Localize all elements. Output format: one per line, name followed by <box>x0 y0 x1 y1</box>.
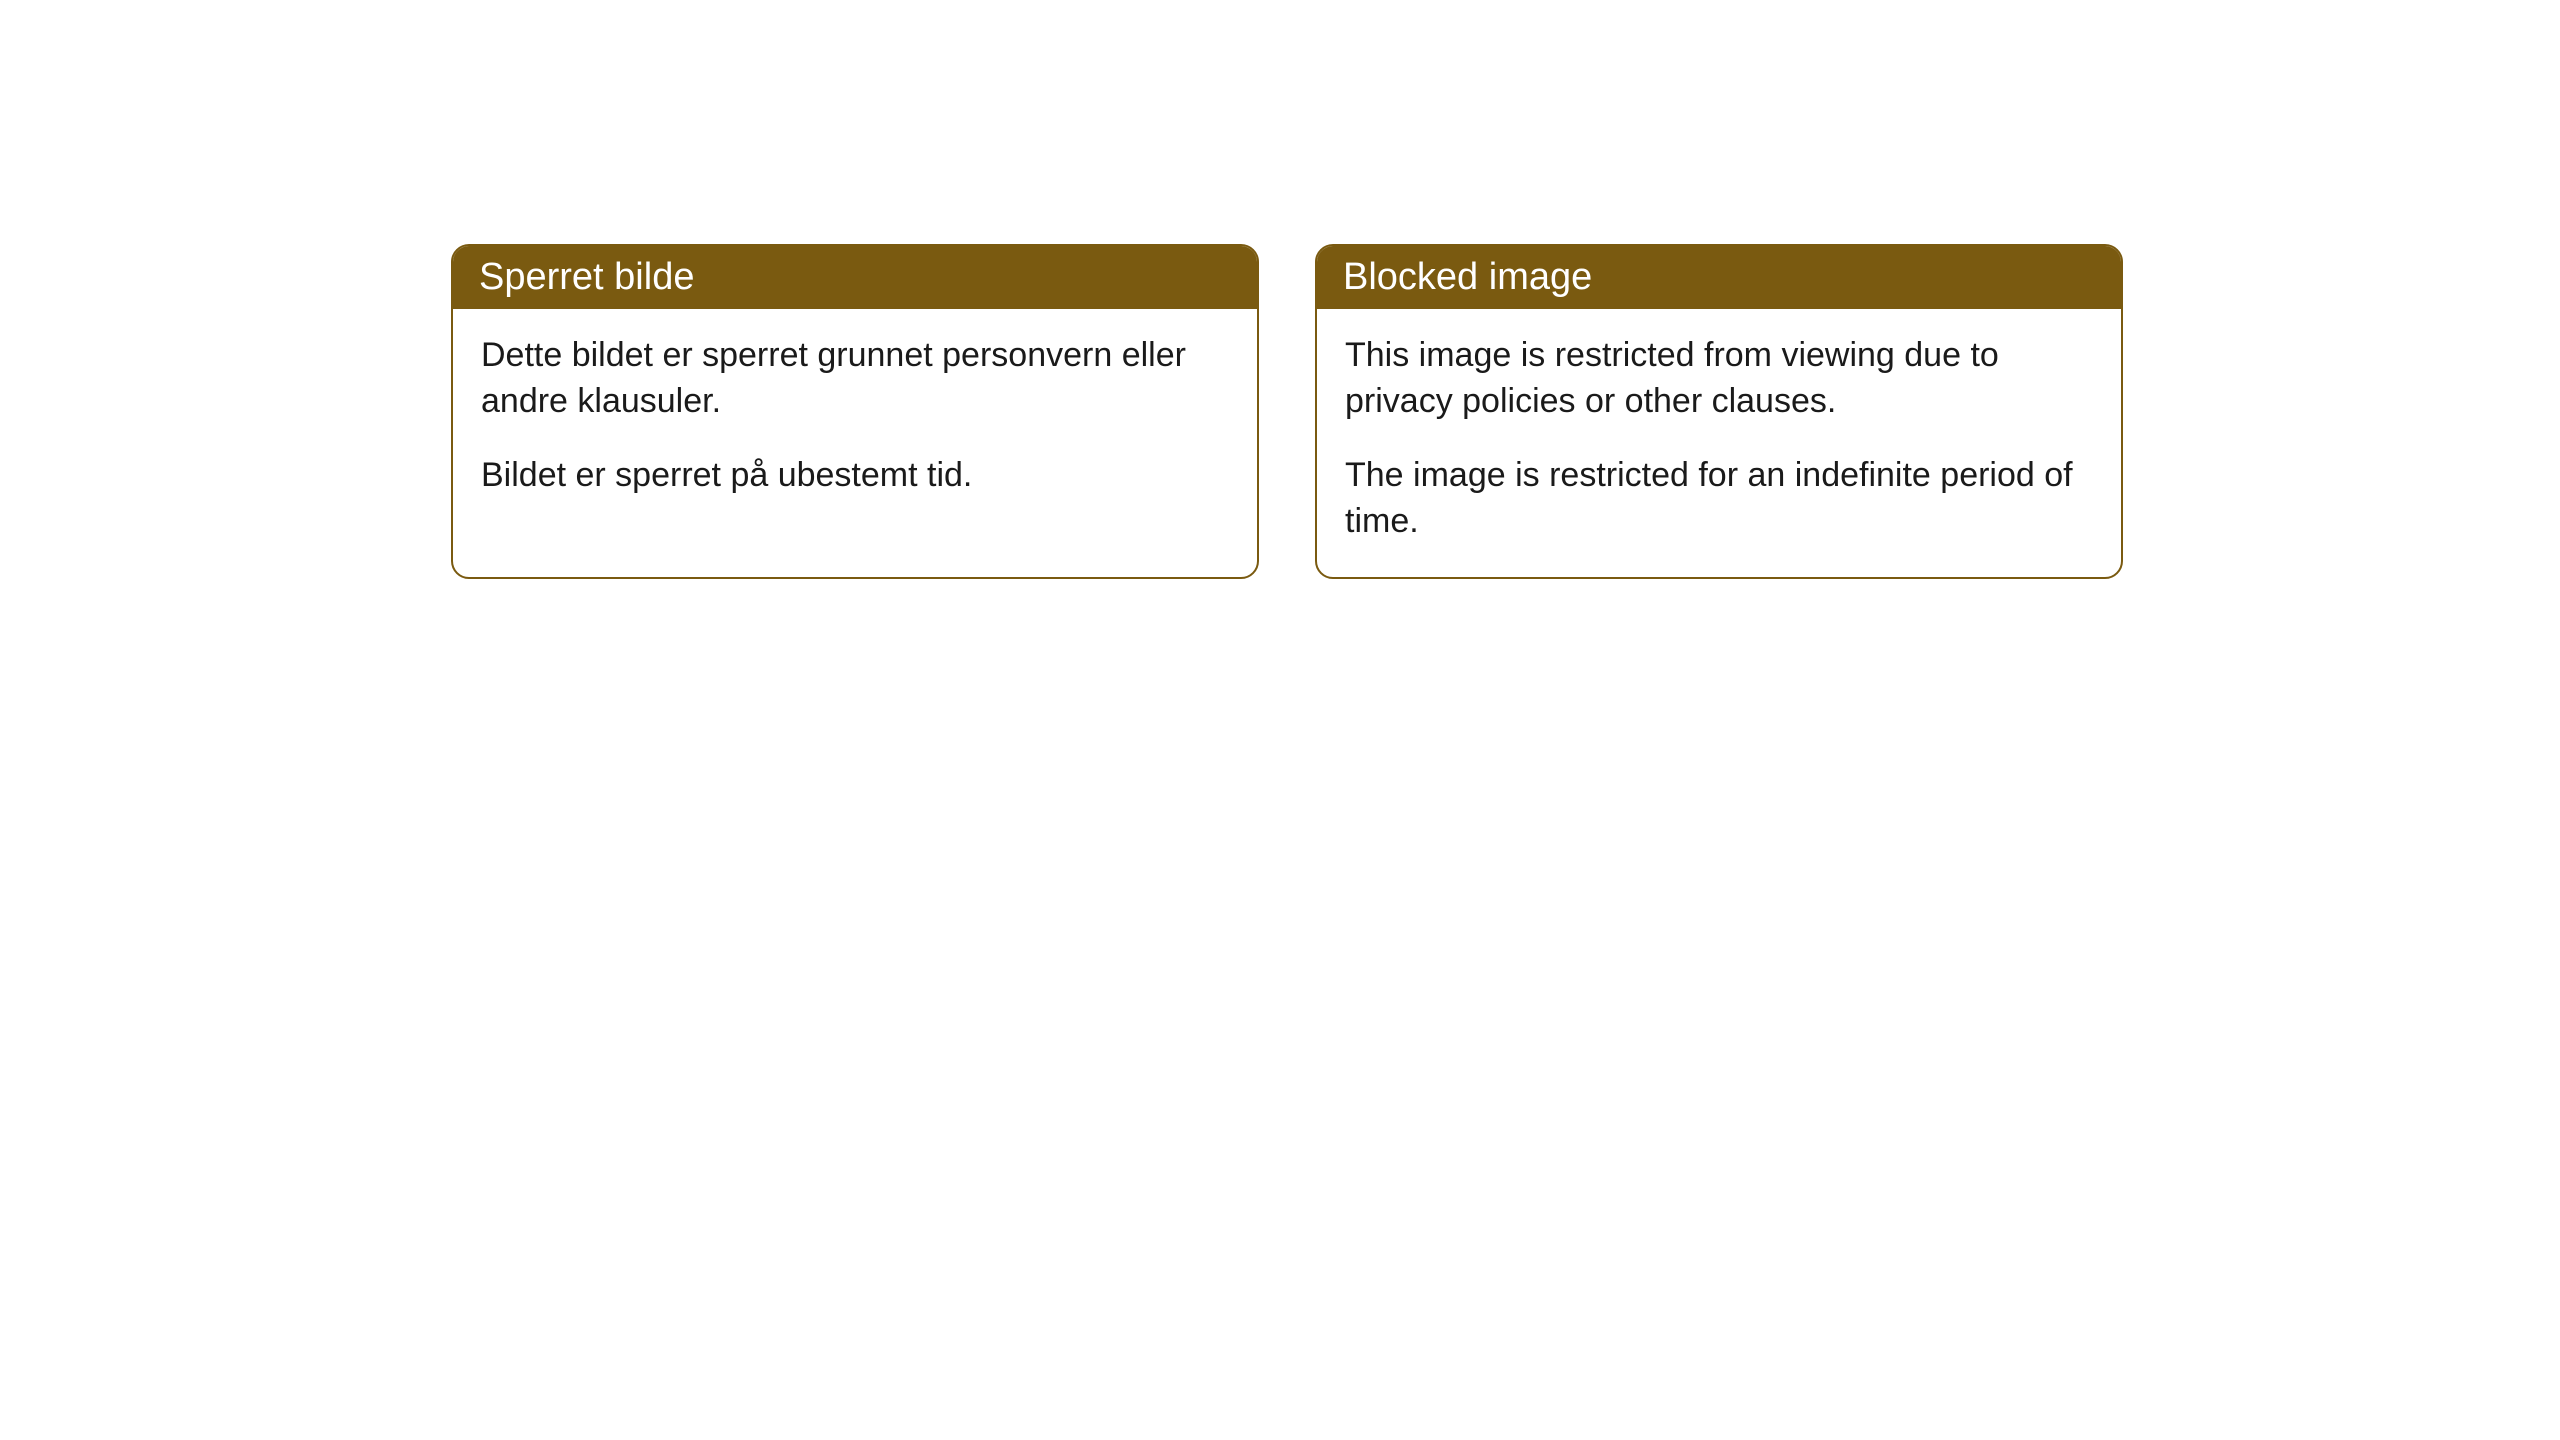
notice-cards-container: Sperret bilde Dette bildet er sperret gr… <box>451 244 2123 579</box>
card-paragraph-en-2: The image is restricted for an indefinit… <box>1345 453 2093 545</box>
blocked-image-card-no: Sperret bilde Dette bildet er sperret gr… <box>451 244 1259 579</box>
card-header-en: Blocked image <box>1317 246 2121 309</box>
blocked-image-card-en: Blocked image This image is restricted f… <box>1315 244 2123 579</box>
card-title-no: Sperret bilde <box>479 256 694 298</box>
card-paragraph-no-2: Bildet er sperret på ubestemt tid. <box>481 453 1229 499</box>
card-body-no: Dette bildet er sperret grunnet personve… <box>453 309 1257 531</box>
card-header-no: Sperret bilde <box>453 246 1257 309</box>
card-paragraph-no-1: Dette bildet er sperret grunnet personve… <box>481 333 1229 425</box>
card-body-en: This image is restricted from viewing du… <box>1317 309 2121 577</box>
card-paragraph-en-1: This image is restricted from viewing du… <box>1345 333 2093 425</box>
card-title-en: Blocked image <box>1343 256 1592 298</box>
